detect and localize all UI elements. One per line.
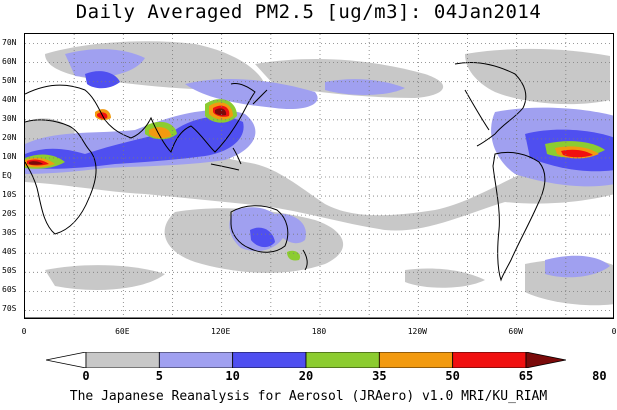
pm25-map xyxy=(24,33,614,319)
latitude-label: 40N xyxy=(2,96,16,104)
colorbar-segment xyxy=(46,352,86,368)
colorbar-label: 65 xyxy=(519,369,533,383)
longitude-label: 120E xyxy=(211,327,230,336)
latitude-label: 60N xyxy=(2,58,16,66)
colorbar-segment xyxy=(526,352,566,368)
colorbar-label: 20 xyxy=(299,369,313,383)
latitude-label: 10S xyxy=(2,191,16,199)
latitude-label: 20S xyxy=(2,210,16,218)
colorbar-label: 80 xyxy=(592,369,606,383)
colorbar-segment xyxy=(379,352,452,368)
colorbar-label: 10 xyxy=(225,369,239,383)
colorbar-segment xyxy=(159,352,232,368)
latitude-label: EQ xyxy=(2,172,12,180)
colorbar-label: 5 xyxy=(156,369,163,383)
longitude-label: 60E xyxy=(115,327,129,336)
map-title: Daily Averaged PM2.5 [ug/m3]: 04Jan2014 xyxy=(0,1,617,23)
colorbar-segment xyxy=(453,352,526,368)
data-credit: The Japanese Reanalysis for Aerosol (JRA… xyxy=(0,389,617,404)
longitude-label: 60W xyxy=(508,327,522,336)
longitude-label: 0 xyxy=(612,327,617,336)
longitude-label: 120W xyxy=(408,327,427,336)
latitude-label: 10N xyxy=(2,153,16,161)
latitude-label: 70S xyxy=(2,305,16,313)
colorbar-segment xyxy=(233,352,306,368)
latitude-label: 20N xyxy=(2,134,16,142)
latitude-label: 40S xyxy=(2,248,16,256)
colorbar-segment xyxy=(306,352,379,368)
latitude-label: 30S xyxy=(2,229,16,237)
concentration-field xyxy=(25,41,614,305)
longitude-label: 180 xyxy=(312,327,326,336)
colorbar-label: 35 xyxy=(372,369,386,383)
latitude-label: 30N xyxy=(2,115,16,123)
latitude-label: 70N xyxy=(2,39,16,47)
colorbar-segment xyxy=(86,352,159,368)
latitude-label: 50S xyxy=(2,267,16,275)
colorbar xyxy=(46,352,566,368)
longitude-label: 0 xyxy=(22,327,27,336)
colorbar-label: 0 xyxy=(82,369,89,383)
colorbar-label: 50 xyxy=(445,369,459,383)
latitude-label: 60S xyxy=(2,286,16,294)
map-canvas xyxy=(25,34,614,319)
latitude-label: 50N xyxy=(2,77,16,85)
